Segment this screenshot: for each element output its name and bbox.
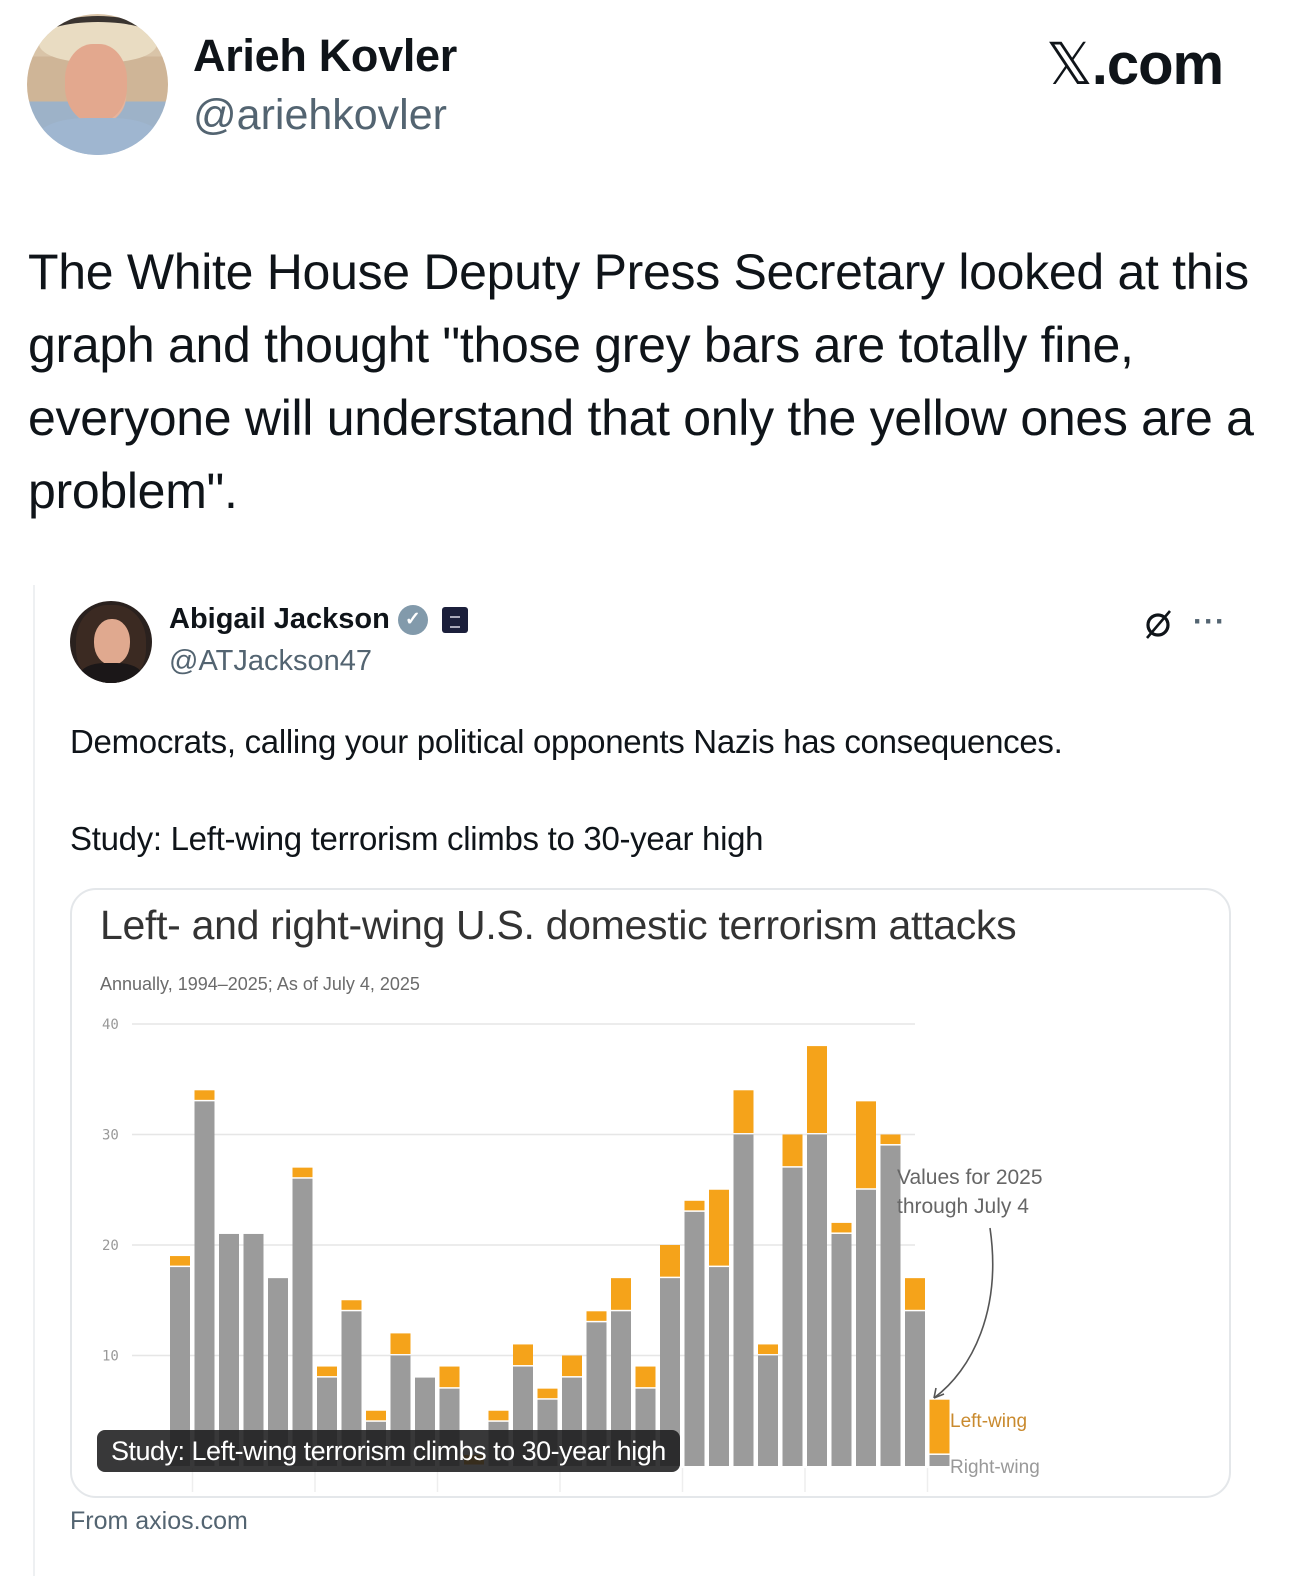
bar-left-wing-2012 [611, 1278, 631, 1310]
bar-left-wing-1995 [194, 1090, 215, 1100]
bar-right-wing-1995 [194, 1101, 215, 1466]
verified-badge-icon: ✓ [397, 604, 428, 635]
quoted-author-avatar[interactable] [70, 601, 152, 683]
x-logo-icon: 𝕏 [1046, 32, 1093, 97]
bar-left-wing-2002 [366, 1410, 386, 1421]
bar-right-wing-2018 [758, 1355, 778, 1466]
annotation-arrowhead [933, 1387, 945, 1399]
link-preview-card[interactable]: 10 20 30 40 Values for 2025 through July 4 … [70, 888, 1231, 1498]
bar-left-wing-2014 [660, 1245, 680, 1277]
bar-left-wing-2019 [782, 1134, 803, 1167]
bar-right-wing-2016 [709, 1267, 729, 1466]
bar-left-wing-2022 [856, 1101, 876, 1189]
quoted-author-row: Abigail Jackson ✓ [169, 603, 468, 636]
avatar-face [94, 619, 130, 665]
author-handle[interactable]: @ariehkovler [193, 91, 447, 139]
x-com-logo: 𝕏.com [1046, 30, 1224, 98]
quoted-author-name[interactable]: Abigail Jackson [169, 603, 390, 635]
bar-left-wing-1994 [170, 1256, 190, 1266]
affiliation-badge-icon[interactable] [441, 606, 468, 633]
bar-left-wing-1999 [292, 1167, 313, 1178]
author-avatar[interactable] [27, 14, 168, 155]
bar-left-wing-2001 [341, 1300, 362, 1310]
bar-right-wing-1996 [219, 1233, 239, 1466]
bar-left-wing-2011 [586, 1311, 607, 1321]
bar-right-wing-1999 [292, 1178, 313, 1466]
bar-right-wing-2023 [880, 1145, 901, 1466]
chart-subtitle: Annually, 1994–2025; As of July 4, 2025 [100, 974, 420, 994]
bar-left-wing-2003 [390, 1333, 411, 1354]
bar-left-wing-2017 [733, 1090, 754, 1133]
bar-left-wing-2024 [905, 1278, 925, 1310]
card-source[interactable]: From axios.com [70, 1507, 248, 1535]
quoted-tweet-text: Democrats, calling your political oppone… [70, 723, 1063, 760]
bar-left-wing-2005 [439, 1366, 460, 1388]
bar-left-wing-2009 [537, 1388, 558, 1399]
bar-left-wing-2013 [635, 1366, 656, 1388]
bar-right-wing-2015 [684, 1211, 705, 1466]
tweet-text: The White House Deputy Press Secretary l… [28, 244, 1254, 519]
author-name[interactable]: Arieh Kovler [193, 30, 457, 81]
y-tick-label: 30 [102, 1128, 119, 1144]
avatar-face [65, 44, 127, 122]
grok-icon[interactable] [1141, 607, 1175, 641]
bar-right-wing-2020 [807, 1134, 827, 1466]
annotation-line2: through July 4 [897, 1195, 1029, 1218]
bar-left-wing-2021 [831, 1222, 852, 1233]
avatar-clothes [80, 663, 142, 683]
bar-left-wing-2016 [709, 1189, 729, 1266]
bar-left-wing-2018 [758, 1344, 778, 1354]
bar-right-wing-1997 [243, 1233, 264, 1466]
chart-title: Left- and right-wing U.S. domestic terro… [100, 902, 1017, 948]
bars [170, 1046, 950, 1466]
more-options-icon[interactable]: ··· [1193, 605, 1226, 638]
bar-right-wing-1994 [170, 1267, 190, 1466]
y-axis-ticks: 10 20 30 40 [102, 1017, 119, 1365]
card-headline-label[interactable]: Study: Left-wing terrorism climbs to 30-… [97, 1430, 680, 1472]
y-tick-label: 40 [102, 1017, 119, 1033]
bar-left-wing-2000 [317, 1366, 337, 1377]
bar-right-wing-2014 [660, 1278, 680, 1466]
bar-right-wing-2017 [733, 1134, 754, 1466]
bar-left-wing-2008 [513, 1344, 533, 1366]
y-tick-label: 10 [102, 1349, 119, 1365]
x-com-text: .com [1091, 32, 1224, 97]
bar-right-wing-2024 [905, 1311, 925, 1466]
annotation-arrow [933, 1227, 994, 1399]
legend-left-wing: Left-wing [950, 1411, 1027, 1432]
bar-right-wing-2021 [831, 1233, 852, 1466]
avatar-shirt [37, 118, 161, 155]
bar-right-wing-2025 [929, 1454, 950, 1466]
bar-left-wing-2015 [684, 1200, 705, 1211]
bar-right-wing-2022 [856, 1189, 876, 1466]
legend-right-wing: Right-wing [950, 1457, 1040, 1478]
quoted-author-handle[interactable]: @ATJackson47 [169, 645, 372, 677]
bar-left-wing-2020 [807, 1046, 827, 1133]
bar-left-wing-2025 [929, 1399, 950, 1454]
bar-right-wing-2012 [611, 1311, 631, 1466]
y-tick-label: 20 [102, 1238, 119, 1254]
x-axis-ticks [191, 1468, 929, 1492]
bar-right-wing-2001 [341, 1311, 362, 1466]
annotation-line1: Values for 2025 [897, 1166, 1043, 1189]
bar-left-wing-2023 [880, 1134, 901, 1145]
bar-right-wing-1998 [268, 1278, 288, 1466]
bar-left-wing-2007 [488, 1410, 509, 1421]
quoted-tweet-link-text[interactable]: Study: Left-wing terrorism climbs to 30-… [70, 820, 764, 857]
bar-right-wing-2019 [782, 1167, 803, 1466]
bar-left-wing-2010 [562, 1355, 582, 1377]
quoted-tweet[interactable]: Abigail Jackson ✓ @ATJackson47 ··· Democ… [33, 585, 1290, 1576]
